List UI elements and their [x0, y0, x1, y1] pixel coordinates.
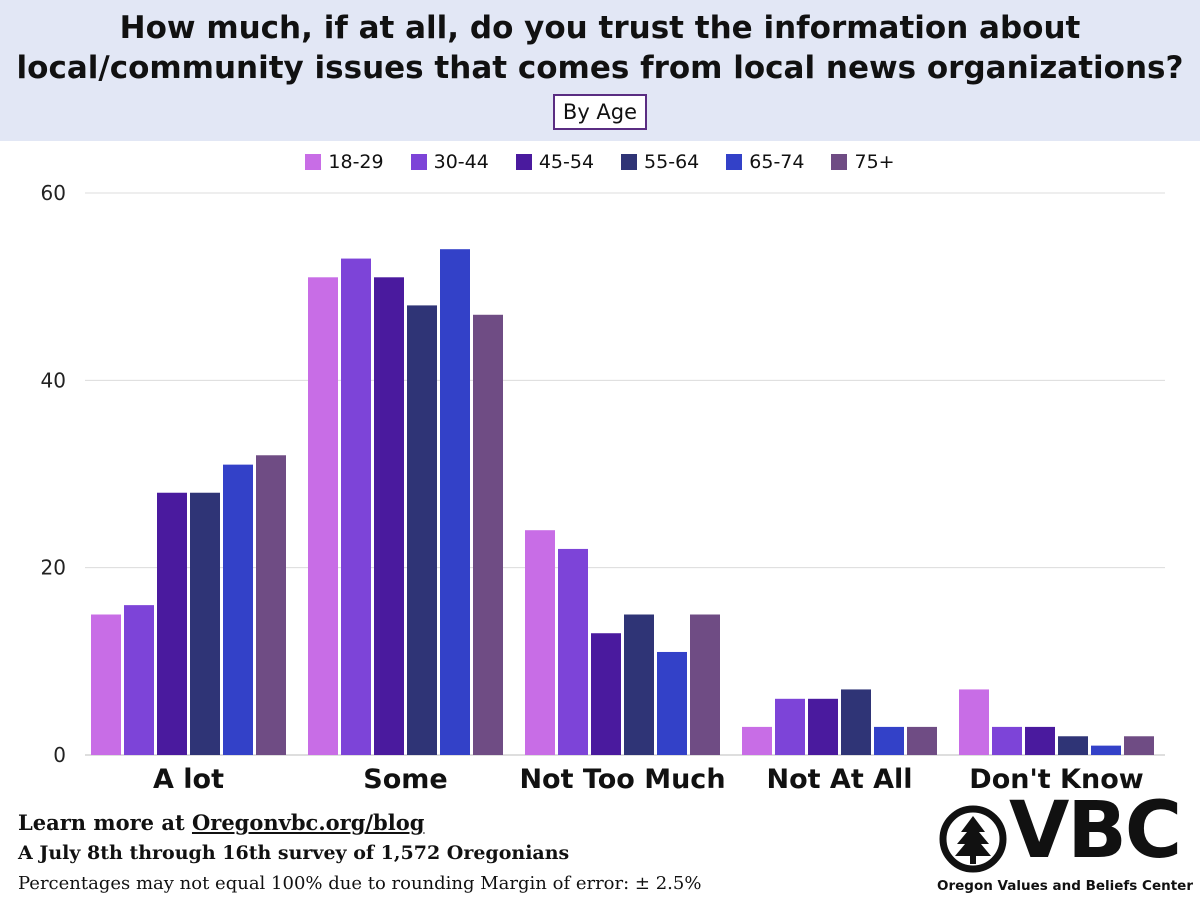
bar [223, 464, 253, 755]
legend-label: 55-64 [644, 151, 700, 173]
legend-item: 75+ [831, 150, 895, 174]
legend-item: 55-64 [621, 150, 699, 174]
title-line-1: How much, if at all, do you trust the in… [119, 10, 1081, 46]
tree-emblem-icon [939, 805, 1007, 873]
legend-label: 65-74 [749, 151, 805, 173]
bar [775, 698, 805, 755]
y-tick-label: 20 [41, 556, 66, 580]
bar [591, 633, 621, 755]
bar [1091, 745, 1121, 755]
bar [657, 651, 687, 755]
legend-swatch [831, 154, 848, 170]
bar [624, 614, 654, 755]
footer-note: Percentages may not equal 100% due to ro… [18, 873, 702, 894]
bar [1124, 736, 1154, 755]
bar [959, 689, 989, 755]
x-category-label: Not Too Much [519, 764, 725, 795]
legend-label: 30-44 [433, 151, 489, 173]
bar [256, 455, 286, 755]
legend-item: 45-54 [515, 150, 595, 174]
legend-swatch [515, 154, 532, 170]
chart-legend: 18-29 30-44 45-54 55-64 65-74 75+ [0, 150, 1200, 174]
bar [473, 314, 503, 755]
bar [157, 492, 187, 755]
x-category-label: Don't Know [969, 764, 1143, 795]
chart-subtitle: By Age [552, 94, 648, 130]
bar [124, 605, 154, 755]
bar [907, 726, 937, 755]
x-category-label: Not At All [766, 764, 912, 795]
header-banner: How much, if at all, do you trust the in… [0, 0, 1200, 141]
y-tick-label: 0 [53, 743, 66, 767]
bar [91, 614, 121, 755]
bar [374, 277, 404, 755]
logo-letters: VBC [1009, 786, 1182, 876]
legend-label: 45-54 [538, 151, 595, 173]
legend-swatch [726, 154, 743, 170]
y-tick-label: 40 [41, 368, 66, 392]
legend-swatch [410, 154, 427, 170]
learn-more-prefix: Learn more at [18, 810, 192, 835]
legend-item: 65-74 [726, 150, 804, 174]
bar [308, 277, 338, 755]
bar [407, 305, 437, 755]
legend-label: 75+ [854, 151, 895, 173]
bar [440, 249, 470, 755]
bar [525, 530, 555, 755]
bar [341, 258, 371, 755]
bar [190, 492, 220, 755]
legend-label: 18-29 [328, 151, 384, 173]
legend-item: 30-44 [410, 150, 489, 174]
bar [992, 726, 1022, 755]
bar [558, 548, 588, 755]
bar [874, 726, 904, 755]
bar [742, 726, 772, 755]
bar [1058, 736, 1088, 755]
vbc-logo: VBC Oregon Values and Beliefs Center [935, 786, 1197, 898]
bar [841, 689, 871, 755]
x-category-label: Some [363, 764, 447, 795]
bar [1025, 726, 1055, 755]
footer-learn-more: Learn more at Oregonvbc.org/blog [18, 810, 424, 835]
chart-title: How much, if at all, do you trust the in… [0, 8, 1200, 88]
legend-swatch [305, 154, 322, 170]
legend-item: 18-29 [305, 150, 384, 174]
bar [808, 698, 838, 755]
bar-chart: 0 20 40 60 A lot Some Not Too Much Not At All Do… [41, 181, 1165, 795]
blog-link[interactable]: Oregonvbc.org/blog [191, 810, 425, 835]
y-tick-label: 60 [41, 181, 66, 205]
footer-survey-info: A July 8th through 16th survey of 1,572 … [18, 842, 570, 864]
bar [690, 614, 720, 755]
logo-caption: Oregon Values and Beliefs Center [937, 878, 1193, 894]
legend-swatch [621, 154, 638, 170]
x-category-label: A lot [153, 764, 224, 795]
title-line-2: local/community issues that comes from l… [16, 50, 1184, 86]
